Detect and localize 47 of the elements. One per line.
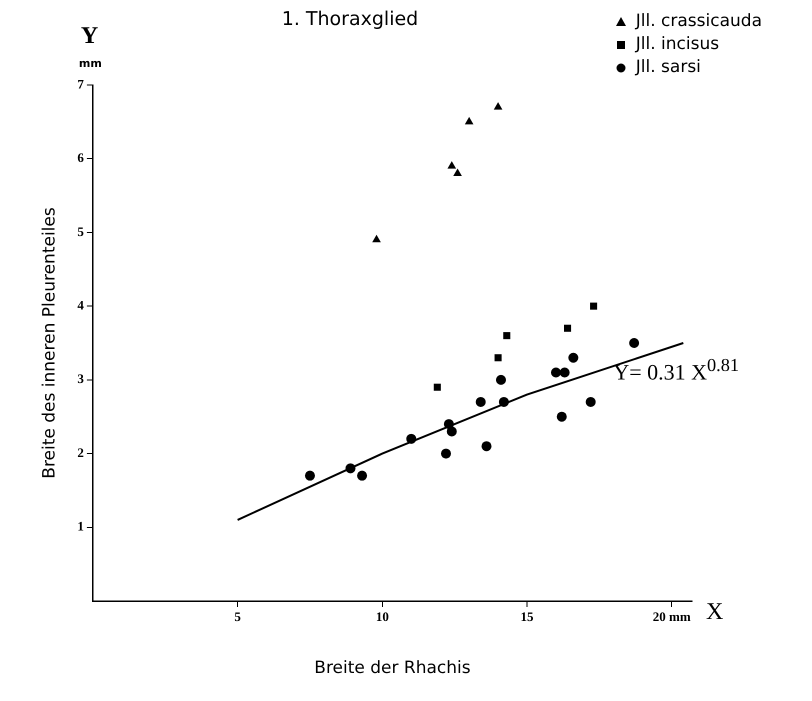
point [494, 354, 502, 362]
point [586, 396, 596, 407]
x-tick-label: 10 [376, 609, 389, 624]
y-tick-label: 1 [77, 518, 84, 534]
point [494, 102, 502, 110]
point [434, 384, 441, 391]
y-tick-label: 6 [77, 150, 84, 166]
note: Y [80, 23, 98, 50]
note: X [706, 599, 724, 626]
point [476, 396, 486, 407]
x-tick-label: 15 [520, 609, 534, 624]
legend-label: Jll. incisus [636, 33, 720, 56]
point [482, 441, 492, 452]
y-axis-title: Breite des inneren Pleurenteiles [40, 207, 60, 479]
legend-label: Jll. crassicauda [636, 10, 762, 33]
point [464, 116, 474, 124]
point [453, 168, 462, 176]
point [406, 434, 416, 444]
legend-label: Jll. sarsi [636, 56, 701, 79]
point [556, 412, 567, 422]
point [447, 161, 456, 169]
y-tick-label: 4 [77, 298, 84, 312]
point [345, 463, 356, 474]
point [372, 234, 381, 242]
point [560, 367, 570, 378]
point [440, 448, 451, 459]
point [304, 470, 315, 481]
point [568, 352, 578, 363]
chart-title: 1. Thoraxglied [280, 8, 420, 30]
y-tick-label: 5 [77, 224, 84, 239]
point [496, 374, 506, 385]
point [550, 367, 561, 378]
x-axis-title: Breite der Rhachis [314, 658, 471, 678]
point [590, 302, 598, 310]
point [629, 338, 640, 348]
point [564, 324, 572, 332]
y-tick-label: 3 [77, 371, 84, 386]
point [357, 470, 368, 481]
y-tick-label: 7 [77, 76, 84, 92]
point [503, 332, 510, 340]
point [446, 426, 457, 436]
point [498, 396, 509, 407]
x-tick-label: 20 mm [652, 609, 691, 624]
note: mm [78, 57, 102, 70]
note: Y= 0.31 X$^{0.81}$ [613, 355, 740, 386]
y-tick-label: 2 [77, 444, 84, 460]
x-tick-label: 5 [234, 609, 242, 624]
